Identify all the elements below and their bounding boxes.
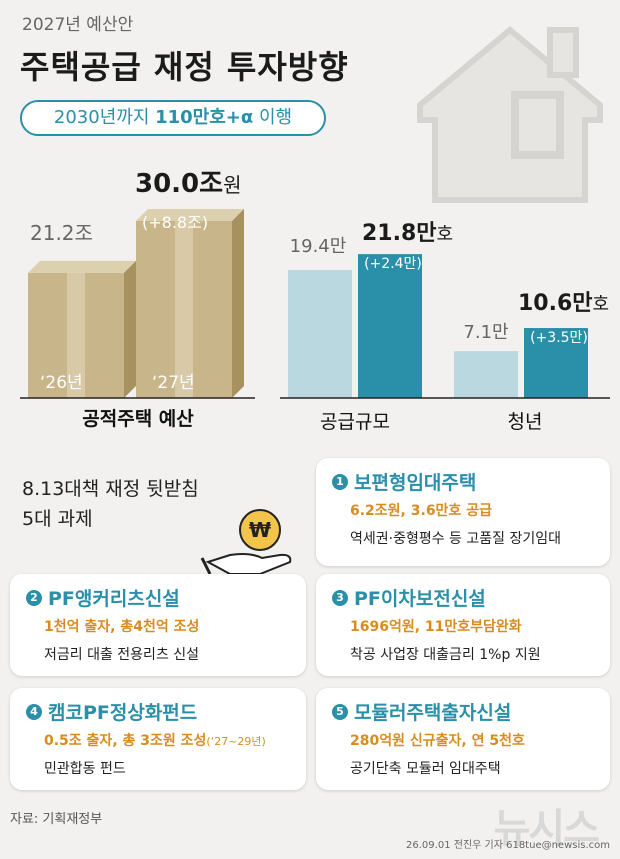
supply-new-label-2-text: 10.6만 <box>518 291 593 316</box>
supply-change-2: (+3.5만) <box>530 330 588 346</box>
task-card-1: 1 보편형임대주택 6.2조원, 3.6만호 공급 역세권·중형평수 등 고품질 … <box>316 458 610 566</box>
task-card-4: 4 캠코PF정상화펀드 0.5조 출자, 총 3조원 조성(‘27~29년) 민관… <box>10 688 306 790</box>
task-desc-5: 공기단축 모듈러 임대주택 <box>350 761 501 777</box>
budget-box-tape-1 <box>67 272 85 398</box>
tasks-title: 8.13대책 재정 뒷받침 5대 과제 <box>22 474 199 534</box>
task-title-1: 1 보편형임대주택 <box>332 468 476 495</box>
coin-symbol: ₩ <box>249 518 271 542</box>
credit-line: 26.09.01 전진우 기자 618tue@newsis.com <box>406 840 610 851</box>
task-num-4: 4 <box>26 703 42 720</box>
task-title-5-text: 모듈러주택출자신설 <box>354 702 512 724</box>
budget-year-1: ‘26년 <box>40 373 83 393</box>
task-title-3-text: PF이차보전신설 <box>354 588 486 610</box>
budget-box-tape-2 <box>175 221 193 398</box>
task-sub-4-text: 0.5조 출자, 총 3조원 조성 <box>44 733 207 749</box>
supply-chart: 19.4만 21.8만호 (+2.4만) 7.1만 10.6만호 (+3.5만)… <box>280 221 610 433</box>
supply-change-1: (+2.4만) <box>364 256 422 272</box>
budget-value-2-text: 30.0조 <box>135 169 223 199</box>
task-desc-1: 역세권·중형평수 등 고품질 장기임대 <box>350 531 561 547</box>
budget-value-2: 30.0조원 <box>135 169 241 199</box>
supply-unit-2: 호 <box>593 294 610 315</box>
tasks-title-line1: 8.13대책 재정 뒷받침 <box>22 478 199 500</box>
budget-year-2: ‘27년 <box>152 373 195 393</box>
source-note: 자료: 기획재정부 <box>10 812 103 827</box>
task-title-1-text: 보편형임대주택 <box>354 472 477 494</box>
task-num-5: 5 <box>332 703 348 720</box>
task-desc-2: 저금리 대출 전용리츠 신설 <box>44 647 200 663</box>
task-title-2-text: PF앵커리츠신설 <box>48 588 180 610</box>
task-card-3: 3 PF이차보전신설 1696억원, 11만호부담완화 착공 사업장 대출금리 1… <box>316 574 610 676</box>
budget-unit: 원 <box>223 173 241 197</box>
supply-old-label-1: 19.4만 <box>290 236 347 257</box>
goal-prefix: 2030년까지 <box>53 107 156 128</box>
house-icon <box>417 26 603 203</box>
supply-bar-2-2 <box>524 328 588 398</box>
supply-category-2: 청년 <box>508 411 543 433</box>
task-title-3: 3 PF이차보전신설 <box>332 584 486 611</box>
budget-xlabel: 공적주택 예산 <box>82 408 194 430</box>
tasks-title-line2: 5대 과제 <box>22 508 93 530</box>
task-sub-4-note: (‘27~29년) <box>206 735 266 748</box>
goal-suffix: 이행 <box>253 107 293 128</box>
task-sub-4: 0.5조 출자, 총 3조원 조성(‘27~29년) <box>44 730 266 750</box>
supply-old-label-2: 7.1만 <box>463 322 508 343</box>
budget-box-side-2 <box>232 209 244 398</box>
task-card-5: 5 모듈러주택출자신설 280억원 신규출자, 연 5천호 공기단축 모듈러 임대… <box>316 688 610 790</box>
supply-new-label-1: 21.8만호 <box>362 221 453 246</box>
task-title-2: 2 PF앵커리츠신설 <box>26 584 180 611</box>
watermark-logo: 뉴시스 <box>493 806 600 852</box>
goal-highlight: 110만호+α <box>155 107 254 128</box>
task-sub-2: 1천억 출자, 총4천억 조성 <box>44 619 200 635</box>
task-desc-4: 민관합동 펀드 <box>44 761 126 777</box>
budget-box-side-1 <box>124 260 136 398</box>
task-title-5: 5 모듈러주택출자신설 <box>332 698 511 725</box>
supply-bar-1-1 <box>288 269 352 398</box>
page-title: 주택공급 재정 투자방향 <box>20 48 349 86</box>
supply-unit-1: 호 <box>437 224 454 245</box>
task-title-4-text: 캠코PF정상화펀드 <box>48 702 198 724</box>
task-num-1: 1 <box>332 473 348 490</box>
year-label: 2027년 예산안 <box>22 15 134 35</box>
task-title-4: 4 캠코PF정상화펀드 <box>26 698 197 725</box>
supply-bar-1-2 <box>358 254 422 398</box>
hand-coin-icon: ₩ <box>200 509 292 575</box>
task-num-3: 3 <box>332 589 348 606</box>
task-sub-1: 6.2조원, 3.6만호 공급 <box>350 503 492 519</box>
supply-bar-2-1 <box>454 351 518 398</box>
budget-box-top-1 <box>28 260 136 273</box>
budget-chart: 21.2조 30.0조원 (+8.8조) ‘26년 ‘27년 공적주택 예산 <box>20 169 255 430</box>
goal-badge: 2030년까지 110만호+α 이행 <box>20 100 326 136</box>
task-sub-5: 280억원 신규출자, 연 5천호 <box>350 733 525 749</box>
supply-category-1: 공급규모 <box>320 411 390 433</box>
task-desc-3: 착공 사업장 대출금리 1%p 지원 <box>350 647 541 663</box>
task-num-2: 2 <box>26 589 42 606</box>
supply-new-label-1-text: 21.8만 <box>362 221 437 246</box>
task-card-2: 2 PF앵커리츠신설 1천억 출자, 총4천억 조성 저금리 대출 전용리츠 신설 <box>10 574 306 676</box>
budget-value-1: 21.2조 <box>30 221 93 245</box>
budget-box-top-2 <box>136 209 244 221</box>
budget-change: (+8.8조) <box>142 213 208 232</box>
supply-new-label-2: 10.6만호 <box>518 291 609 316</box>
task-sub-3: 1696억원, 11만호부담완화 <box>350 619 522 635</box>
